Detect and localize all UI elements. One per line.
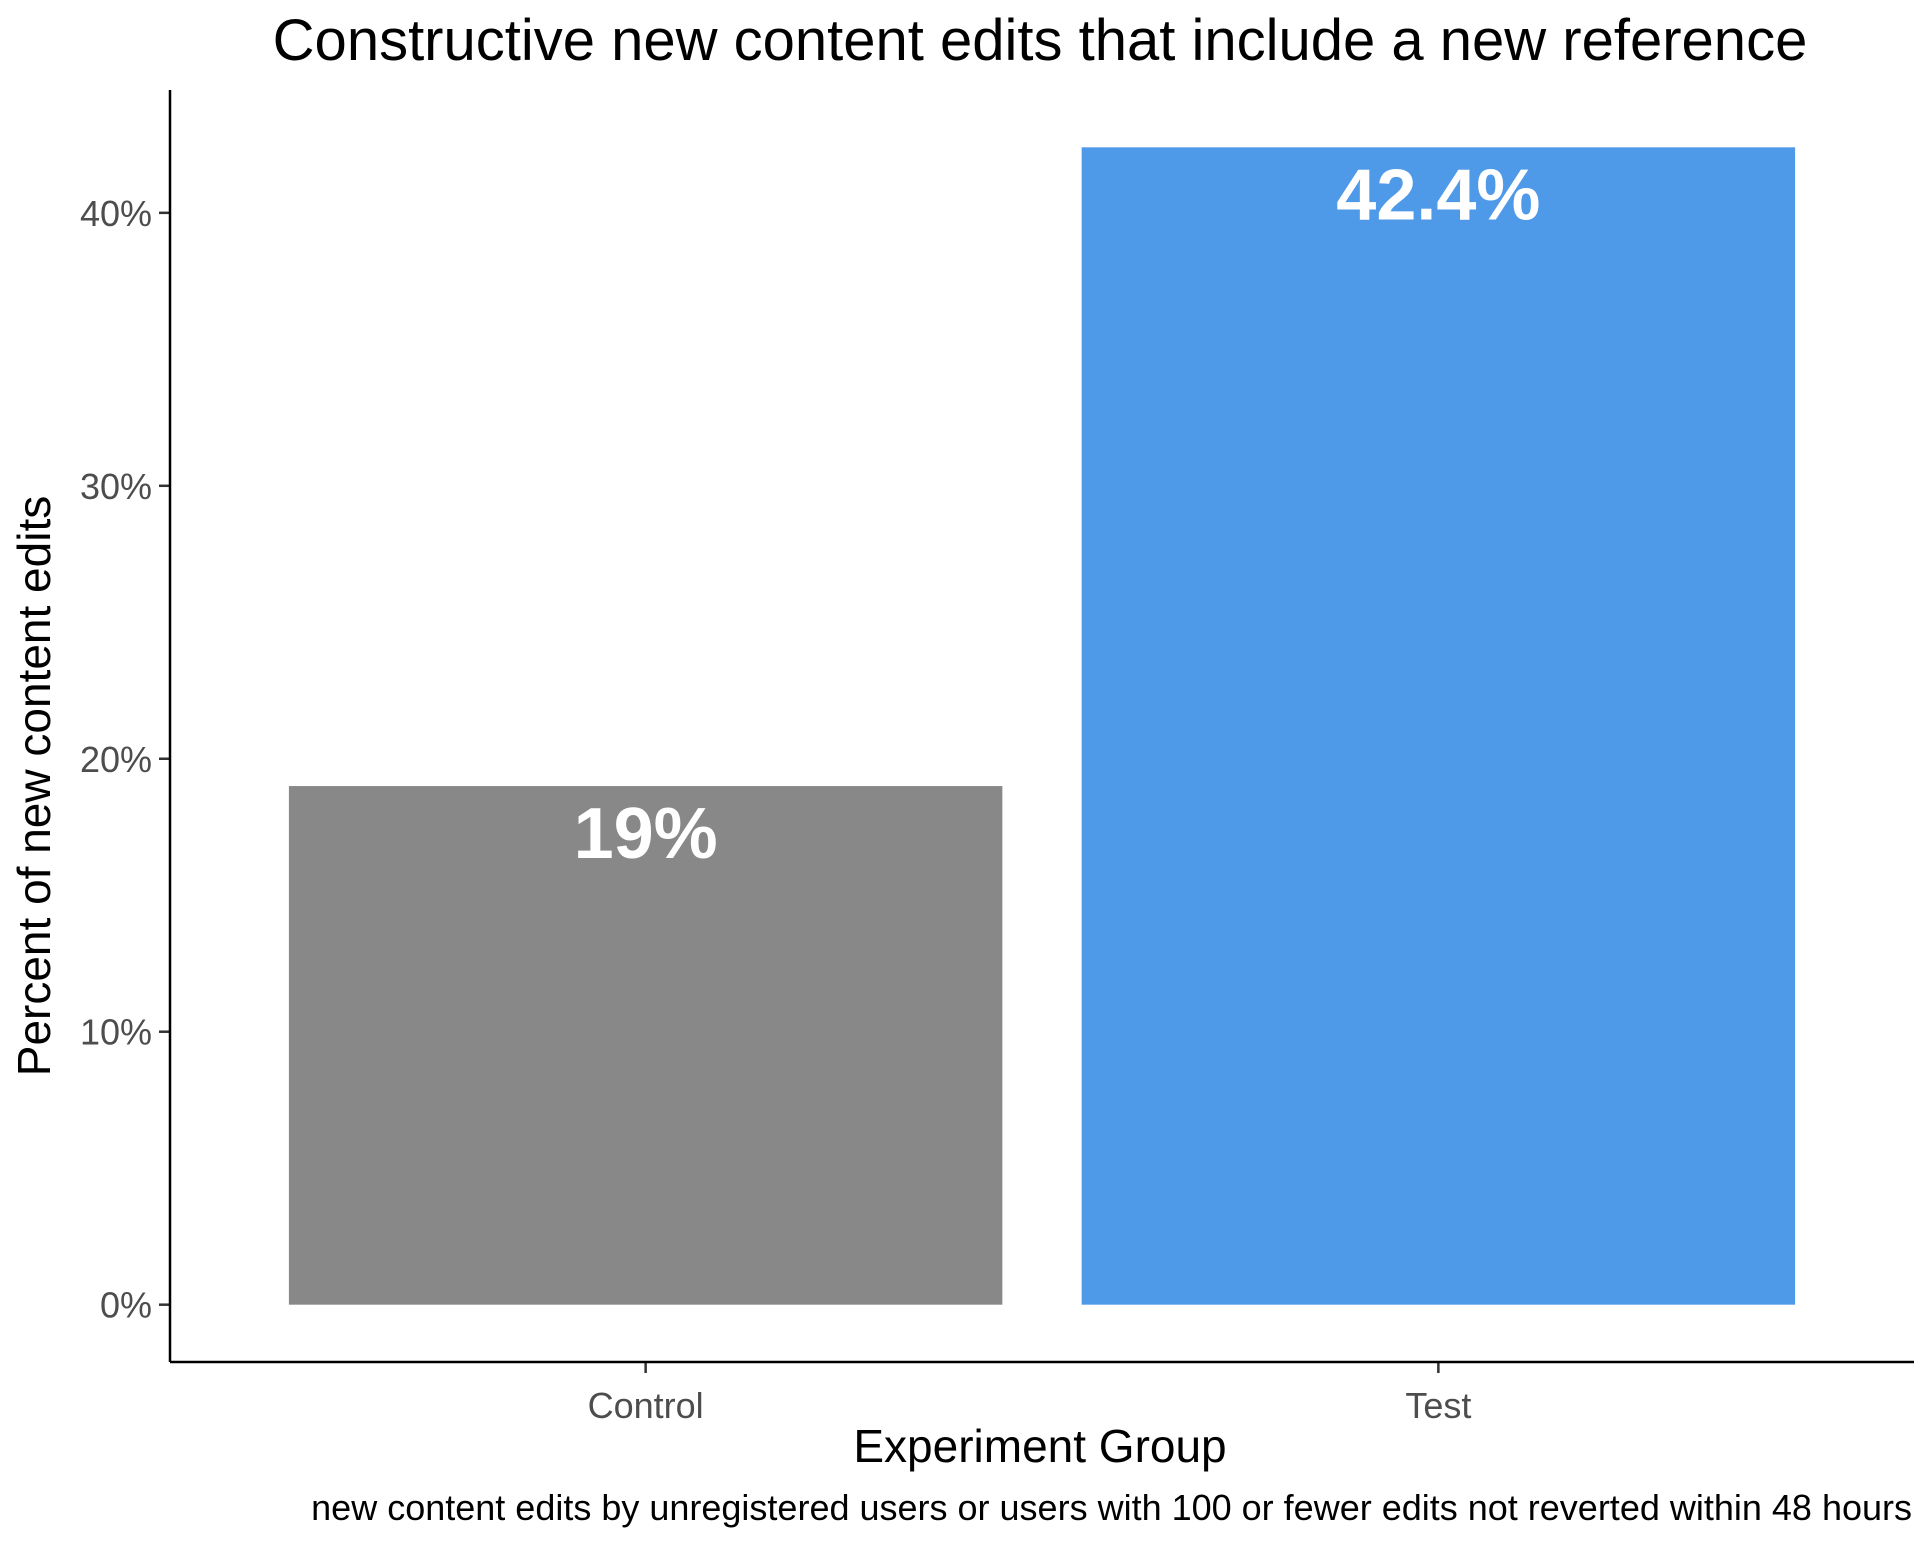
y-tick-label: 10%: [80, 1012, 152, 1053]
bar-control: [288, 786, 1003, 1305]
plot-area: 19% Control 42.4% Test 0% 10% 20% 30% 40%: [80, 147, 1796, 1426]
x-tick-label-control: Control: [588, 1385, 704, 1426]
bar-value-label-test: 42.4%: [1336, 155, 1540, 235]
y-tick-label: 40%: [80, 193, 152, 234]
bar-test: [1081, 147, 1796, 1305]
y-tick-label: 20%: [80, 739, 152, 780]
y-tick-label: 0%: [100, 1285, 152, 1326]
x-axis-title: Experiment Group: [853, 1420, 1226, 1472]
bar-value-label-control: 19%: [574, 794, 718, 874]
x-tick-label-test: Test: [1405, 1385, 1471, 1426]
y-axis-title: Percent of new content edits: [8, 496, 60, 1076]
chart-title: Constructive new content edits that incl…: [273, 8, 1808, 73]
y-tick-label: 30%: [80, 466, 152, 507]
chart-caption: new content edits by unregistered users …: [311, 1487, 1912, 1528]
